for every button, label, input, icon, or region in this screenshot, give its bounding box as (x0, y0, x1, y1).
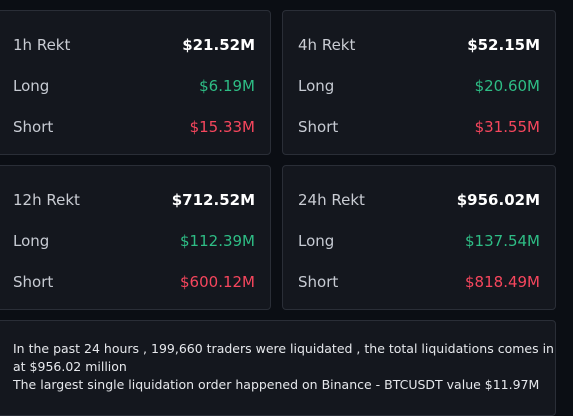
long-value: $6.19M (199, 77, 255, 95)
short-label: Short (13, 118, 54, 136)
short-value: $15.33M (189, 118, 255, 136)
long-row: Long $137.54M (283, 229, 555, 253)
long-row: Long $112.39M (0, 229, 270, 253)
period-label: 24h Rekt (298, 191, 365, 209)
total-value: $52.15M (467, 36, 540, 54)
card-4h-rekt: 4h Rekt $52.15M Long $20.60M Short $31.5… (282, 10, 556, 155)
long-label: Long (13, 232, 50, 250)
card-header: 4h Rekt $52.15M (283, 33, 555, 57)
summary-line-1: In the past 24 hours , 199,660 traders w… (13, 341, 554, 374)
long-row: Long $20.60M (283, 74, 555, 98)
long-value: $20.60M (474, 77, 540, 95)
total-value: $712.52M (171, 191, 255, 209)
card-header: 24h Rekt $956.02M (283, 188, 555, 212)
total-value: $956.02M (456, 191, 540, 209)
long-value: $137.54M (465, 232, 540, 250)
card-header: 12h Rekt $712.52M (0, 188, 270, 212)
short-label: Short (13, 273, 54, 291)
card-24h-rekt: 24h Rekt $956.02M Long $137.54M Short $8… (282, 165, 556, 310)
short-label: Short (298, 118, 339, 136)
short-label: Short (298, 273, 339, 291)
long-row: Long $6.19M (0, 74, 270, 98)
short-value: $31.55M (474, 118, 540, 136)
card-1h-rekt: 1h Rekt $21.52M Long $6.19M Short $15.33… (0, 10, 271, 155)
long-label: Long (13, 77, 50, 95)
period-label: 4h Rekt (298, 36, 356, 54)
long-label: Long (298, 77, 335, 95)
short-row: Short $31.55M (283, 115, 555, 139)
period-label: 12h Rekt (13, 191, 80, 209)
card-12h-rekt: 12h Rekt $712.52M Long $112.39M Short $6… (0, 165, 271, 310)
long-value: $112.39M (180, 232, 255, 250)
short-row: Short $818.49M (283, 270, 555, 294)
short-row: Short $600.12M (0, 270, 270, 294)
short-value: $818.49M (465, 273, 540, 291)
short-row: Short $15.33M (0, 115, 270, 139)
summary-line-2: The largest single liquidation order hap… (13, 377, 540, 392)
short-value: $600.12M (180, 273, 255, 291)
long-label: Long (298, 232, 335, 250)
liquidation-summary: In the past 24 hours , 199,660 traders w… (0, 320, 556, 416)
period-label: 1h Rekt (13, 36, 71, 54)
card-header: 1h Rekt $21.52M (0, 33, 270, 57)
total-value: $21.52M (182, 36, 255, 54)
